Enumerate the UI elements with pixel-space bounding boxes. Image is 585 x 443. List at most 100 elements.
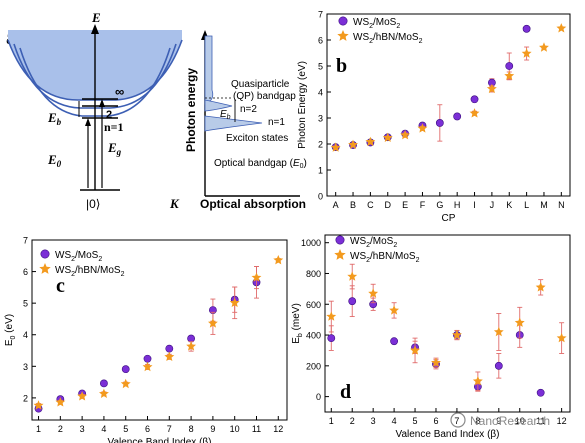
x-tick-label: 1: [36, 424, 41, 434]
data-point-ws2-mos2: [435, 119, 444, 127]
data-point-ws2-hbn-mos2: [326, 311, 337, 321]
data-point-ws2-hbn-mos2: [208, 318, 218, 328]
data-point-ws2-hbn-mos2: [33, 400, 44, 410]
data-point-ws2-hbn-mos2: [365, 136, 376, 147]
y-tick-label: 3: [23, 362, 28, 372]
panel-letter: b: [336, 55, 347, 77]
data-point-ws2-mos2: [505, 62, 514, 70]
n1-label: n=1: [268, 117, 285, 128]
legend-label-ws2-hbn-mos2: WS2/hBN/MoS2: [353, 32, 423, 45]
label-inf: ∞: [115, 84, 124, 99]
x-tick-label: B: [350, 200, 356, 210]
data-point-ws2-mos2: [390, 337, 399, 346]
x-tick-label: 10: [230, 424, 240, 434]
absorption-peak-n2: [204, 99, 233, 112]
data-point-ws2-hbn-mos2: [556, 23, 567, 33]
y-tick-label: 5: [318, 62, 323, 72]
y-axis-label: Eb (meV): [291, 303, 304, 344]
data-point-ws2-hbn-mos2: [452, 329, 462, 340]
x-tick-label: 9: [210, 424, 215, 434]
plot-frame: [31, 239, 288, 421]
y-tick-label: 0: [318, 192, 323, 202]
y-tick-label: 600: [306, 300, 321, 310]
data-point-ws2-hbn-mos2: [539, 42, 549, 52]
y-tick-label: 1000: [301, 238, 321, 248]
x-tick-label: 6: [433, 416, 438, 426]
y-tick-label: 6: [23, 267, 28, 277]
y-tick-label: 200: [306, 361, 321, 371]
legend-marker-ws2-mos2: [338, 16, 348, 26]
watermark-text: NanoResearch: [470, 414, 550, 428]
data-point-ws2-hbn-mos2: [382, 132, 393, 142]
data-point-ws2-hbn-mos2: [348, 139, 358, 149]
legend-marker-ws2-mos2: [40, 249, 50, 259]
x-tick-label: E: [402, 200, 408, 210]
x-tick-label: 12: [273, 424, 283, 434]
optical-gap-label: Optical bandgap (E0): [214, 158, 307, 170]
data-point-ws2-hbn-mos2: [273, 255, 284, 265]
data-point-ws2-hbn-mos2: [556, 332, 567, 343]
data-point-ws2-hbn-mos2: [368, 288, 379, 298]
legend-marker-ws2-hbn-mos2: [337, 30, 349, 41]
legend-label-ws2-mos2: WS2/MoS2: [353, 17, 400, 30]
x-tick-label: 4: [392, 416, 397, 426]
data-point-ws2-mos2: [143, 354, 152, 363]
data-point-ws2-hbn-mos2: [504, 70, 515, 81]
label-n1: n=1: [104, 120, 124, 134]
data-point-ws2-mos2: [348, 297, 357, 306]
x-axis-label: Valence Band Index (β): [108, 437, 212, 443]
data-point-ws2-mos2: [100, 379, 108, 388]
data-point-ws2-hbn-mos2: [186, 341, 196, 351]
x-tick-label: 11: [536, 416, 545, 426]
data-point-ws2-hbn-mos2: [472, 376, 483, 386]
y-tick-label: 2: [23, 393, 28, 403]
x-axis-label: Valence Band Index (β): [396, 429, 500, 440]
x-tick-label: 1: [329, 416, 334, 426]
x-tick-label: L: [524, 200, 529, 210]
data-point-ws2-hbn-mos2: [99, 388, 109, 398]
panel-letter: d: [340, 381, 351, 403]
panel-a: a E ∞ 2 n=1 Eb E0 Eg |0⟩ K P: [6, 10, 307, 211]
data-point-ws2-hbn-mos2: [400, 130, 411, 140]
absorption-continuum: [204, 35, 214, 105]
x-tick-label: 3: [80, 424, 85, 434]
data-point-ws2-mos2: [165, 344, 174, 353]
data-point-ws2-mos2: [536, 388, 545, 397]
x-tick-label: 4: [101, 424, 106, 434]
data-point-ws2-hbn-mos2: [55, 397, 66, 407]
x-tick-label: 9: [496, 416, 501, 426]
x-tick-label: 11: [252, 424, 261, 434]
legend-label-ws2-hbn-mos2: WS2/hBN/MoS2: [350, 251, 420, 264]
data-point-ws2-mos2: [327, 334, 336, 343]
x-tick-label: 2: [350, 416, 355, 426]
data-point-ws2-hbn-mos2: [389, 305, 399, 315]
x-tick-label: 2: [58, 424, 63, 434]
x-tick-label: D: [385, 200, 392, 210]
x-tick-label: F: [420, 200, 426, 210]
n2-label: n=2: [240, 104, 257, 115]
data-point-ws2-hbn-mos2: [469, 108, 480, 118]
data-point-ws2-hbn-mos2: [535, 282, 546, 292]
eg-arrowhead: [99, 99, 105, 107]
x-axis-label: CP: [442, 213, 456, 224]
optical-absorption-label: Optical absorption: [200, 197, 306, 211]
y-tick-label: 4: [318, 88, 323, 98]
data-point-ws2-hbn-mos2: [410, 345, 420, 355]
axis-E-label: E: [91, 10, 101, 25]
y-tick-label: 2: [318, 140, 323, 150]
x-tick-label: 8: [189, 424, 194, 434]
data-point-ws2-hbn-mos2: [347, 271, 358, 281]
data-point-ws2-mos2: [453, 112, 462, 121]
eb2-label: Eb: [220, 109, 231, 121]
ground-label: |0⟩: [86, 197, 100, 211]
x-tick-label: I: [473, 200, 476, 210]
x-tick-label: 7: [167, 424, 172, 434]
legend-marker-ws2-mos2: [335, 235, 345, 245]
x-tick-label: 7: [454, 416, 459, 426]
plot-frame: [326, 13, 571, 197]
x-tick-label: H: [454, 200, 461, 210]
label-eb: Eb: [47, 110, 62, 127]
label-e0: E0: [47, 152, 62, 169]
